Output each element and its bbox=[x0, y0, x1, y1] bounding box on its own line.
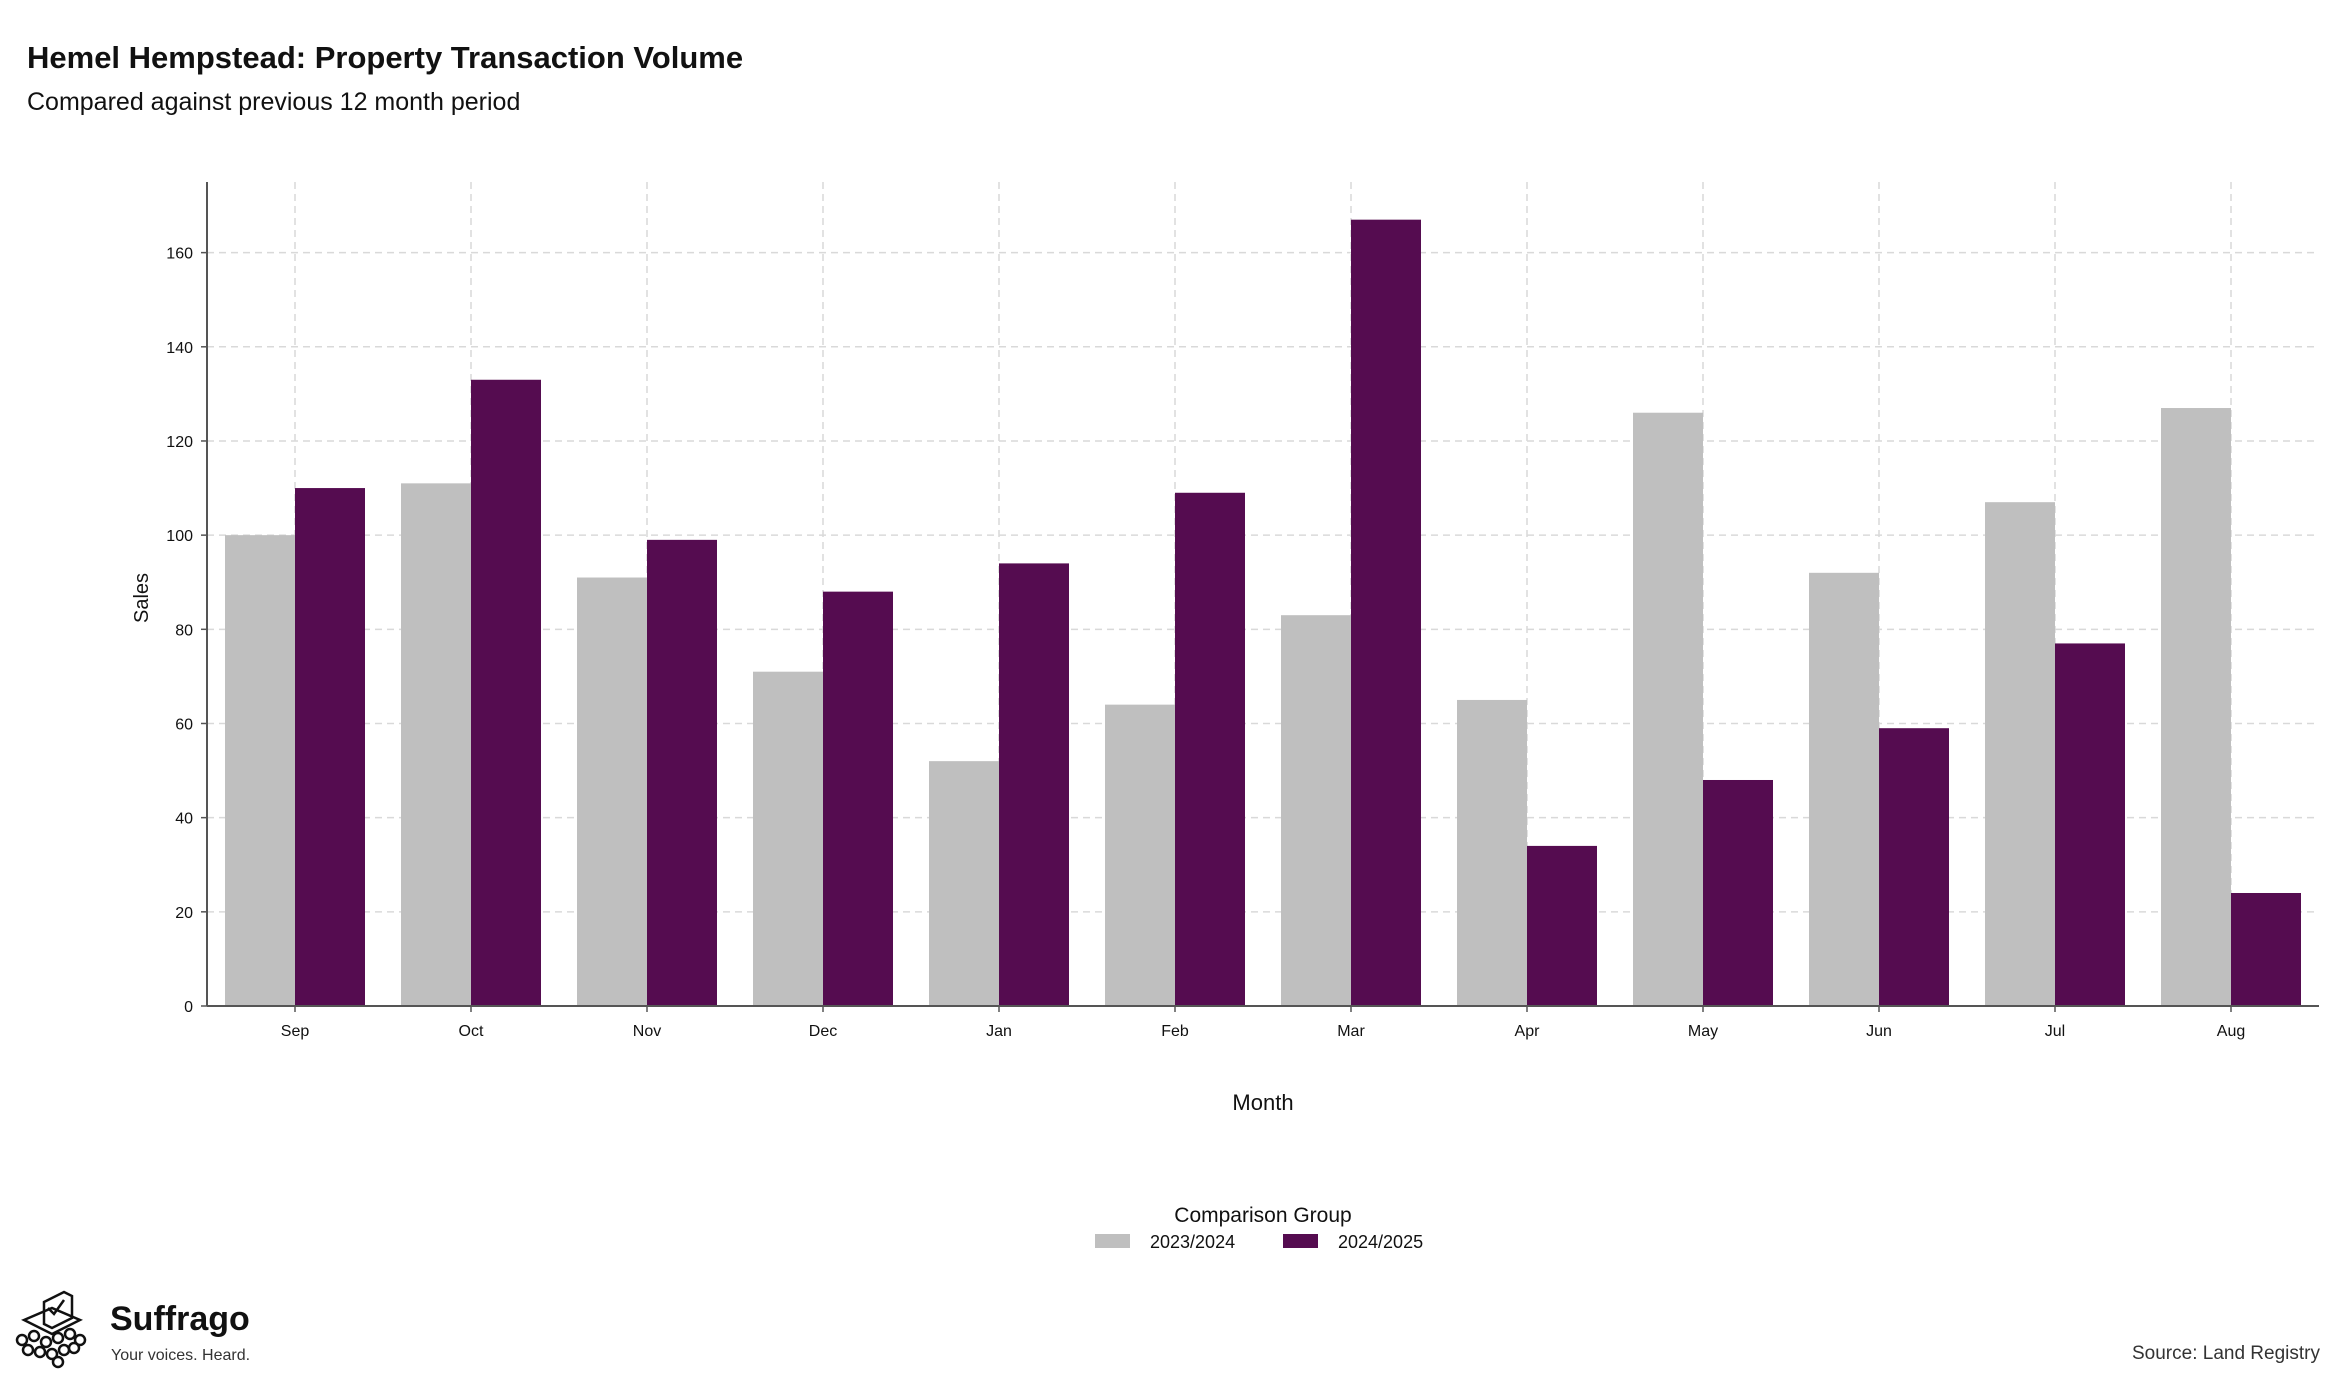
bar-2023-2024-apr bbox=[1457, 699, 1527, 1006]
bar-2023-2024-may bbox=[1633, 412, 1703, 1007]
x-tick-label: Jan bbox=[986, 1023, 1012, 1040]
bar-2024-2025-dec bbox=[823, 591, 893, 1006]
brand-name: Suffrago bbox=[110, 1300, 250, 1338]
y-tick-label: 40 bbox=[175, 811, 193, 828]
y-tick-label: 160 bbox=[166, 246, 193, 263]
legend-label-2024-2025: 2024/2025 bbox=[1338, 1232, 1423, 1252]
chart-subtitle: Compared against previous 12 month perio… bbox=[27, 88, 521, 116]
x-tick-label: Jul bbox=[2045, 1023, 2065, 1040]
bar-2024-2025-aug bbox=[2231, 892, 2301, 1006]
x-axis-label: Month bbox=[1232, 1090, 1293, 1115]
y-tick-label: 100 bbox=[166, 528, 193, 545]
x-tick-label: Nov bbox=[633, 1023, 661, 1040]
bar-2024-2025-jan bbox=[999, 563, 1069, 1006]
x-tick-label: Jun bbox=[1866, 1023, 1892, 1040]
x-tick-label: Feb bbox=[1161, 1023, 1189, 1040]
x-tick-label: Oct bbox=[459, 1023, 484, 1040]
x-tick-label: Dec bbox=[809, 1023, 837, 1040]
y-tick-label: 140 bbox=[166, 340, 193, 357]
bar-2024-2025-mar bbox=[1351, 219, 1421, 1006]
x-tick-label: Mar bbox=[1337, 1023, 1365, 1040]
bar-2023-2024-sep bbox=[225, 535, 295, 1006]
bar-2023-2024-jul bbox=[1985, 502, 2055, 1006]
x-tick-label: Sep bbox=[281, 1023, 310, 1040]
ballot-box-crowd-icon bbox=[15, 1290, 87, 1369]
bar-2023-2024-jan bbox=[929, 761, 999, 1006]
x-tick-label: May bbox=[1688, 1023, 1718, 1040]
chart-title: Hemel Hempstead: Property Transaction Vo… bbox=[27, 40, 744, 75]
bar-2024-2025-oct bbox=[471, 379, 541, 1006]
legend-swatch-2024-2025 bbox=[1283, 1234, 1318, 1248]
bar-2023-2024-feb bbox=[1105, 704, 1175, 1006]
legend-label-2023-2024: 2023/2024 bbox=[1150, 1232, 1235, 1252]
y-tick-label: 120 bbox=[166, 434, 193, 451]
bar-2023-2024-mar bbox=[1281, 615, 1351, 1006]
bar-2024-2025-feb bbox=[1175, 492, 1245, 1006]
bar-2023-2024-nov bbox=[577, 577, 647, 1006]
bar-2023-2024-oct bbox=[401, 483, 471, 1006]
axes: 0 20 40 60 80 100 120 140 160 Sep Oct Nov Dec Jan Feb M… bbox=[166, 182, 2319, 1040]
bar-2024-2025-jul bbox=[2055, 643, 2125, 1006]
legend-swatch-2023-2024 bbox=[1095, 1234, 1130, 1248]
y-tick-label: 0 bbox=[184, 999, 193, 1016]
y-tick-label: 60 bbox=[175, 716, 193, 733]
source-note: Source: Land Registry bbox=[2132, 1343, 2320, 1364]
bar-2024-2025-apr bbox=[1527, 845, 1597, 1006]
legend: Comparison Group 2023/2024 2024/2025 bbox=[1095, 1204, 1423, 1252]
bar-2024-2025-may bbox=[1703, 779, 1773, 1006]
bars bbox=[225, 219, 2301, 1007]
y-axis-label: Sales bbox=[131, 573, 153, 623]
bar-2024-2025-jun bbox=[1879, 728, 1949, 1006]
y-tick-label: 80 bbox=[175, 622, 193, 639]
bar-2024-2025-sep bbox=[295, 488, 365, 1006]
brand-tagline: Your voices. Heard. bbox=[111, 1347, 251, 1364]
bar-2023-2024-dec bbox=[753, 671, 823, 1006]
legend-title: Comparison Group bbox=[1174, 1204, 1351, 1227]
bar-2023-2024-jun bbox=[1809, 572, 1879, 1006]
x-tick-label: Aug bbox=[2217, 1023, 2245, 1040]
bar-2024-2025-nov bbox=[647, 539, 717, 1006]
bar-2023-2024-aug bbox=[2161, 408, 2231, 1006]
x-tick-label: Apr bbox=[1515, 1023, 1541, 1040]
y-tick-label: 20 bbox=[175, 905, 193, 922]
